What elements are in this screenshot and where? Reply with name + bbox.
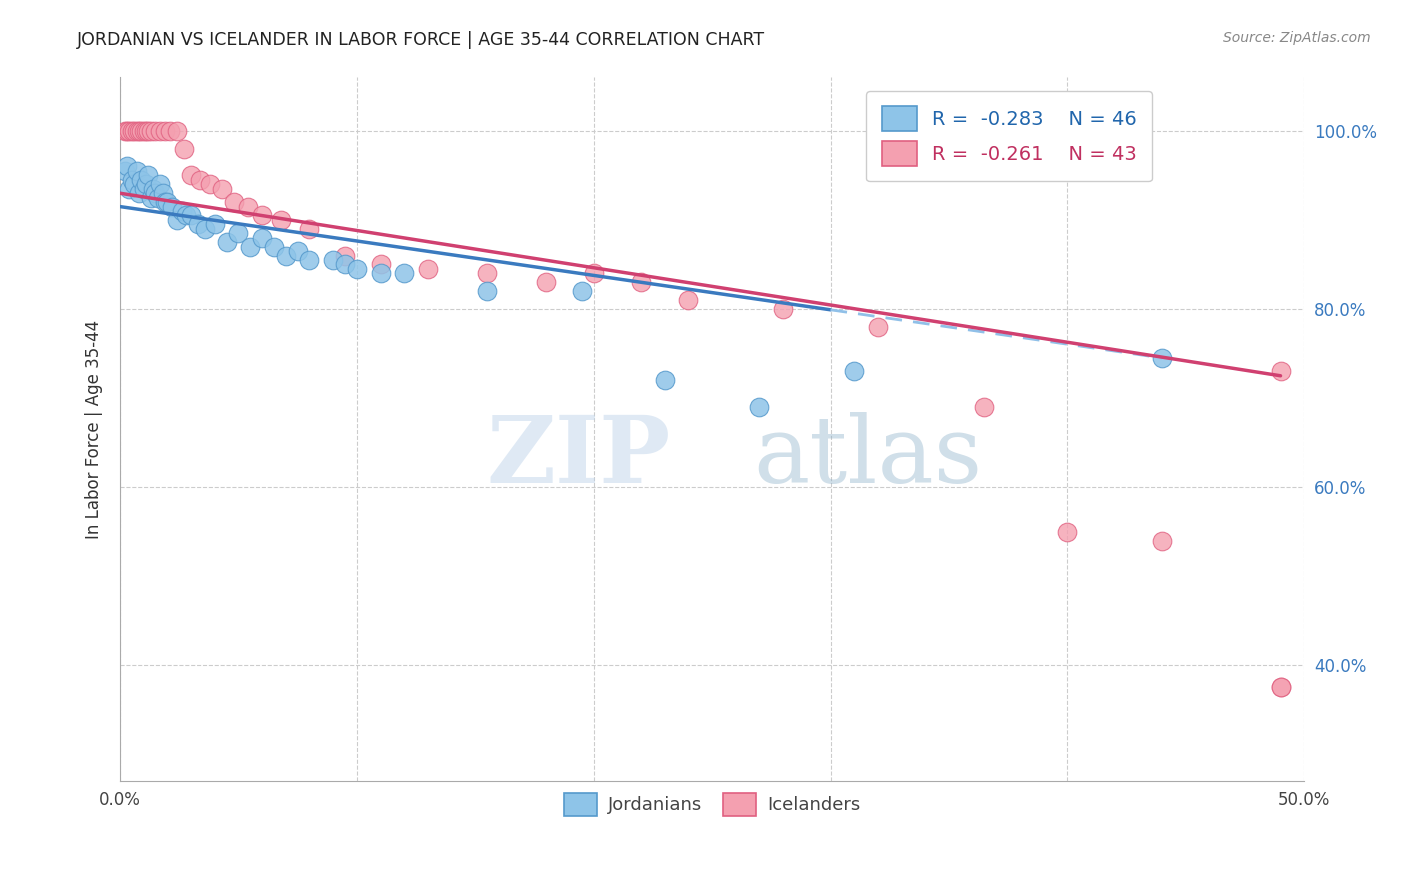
Point: [1152, 351, 1174, 365]
Point: [748, 400, 770, 414]
Point: [115, 124, 138, 138]
Point: [333, 257, 356, 271]
Point: [145, 186, 167, 201]
Point: [322, 252, 344, 267]
Point: [536, 275, 558, 289]
Point: [1270, 681, 1292, 695]
Point: [630, 275, 652, 289]
Point: [475, 266, 498, 280]
Point: [370, 257, 392, 271]
Point: [121, 173, 143, 187]
Point: [149, 178, 172, 192]
Point: [475, 284, 498, 298]
Text: ZIP: ZIP: [486, 412, 671, 502]
Point: [114, 164, 136, 178]
Point: [187, 218, 209, 232]
Point: [153, 124, 176, 138]
Point: [866, 319, 889, 334]
Text: Source: ZipAtlas.com: Source: ZipAtlas.com: [1223, 31, 1371, 45]
Point: [153, 195, 176, 210]
Point: [973, 400, 995, 414]
Point: [198, 178, 221, 192]
Point: [1270, 364, 1292, 378]
Point: [128, 124, 150, 138]
Point: [654, 373, 676, 387]
Point: [250, 231, 273, 245]
Point: [1056, 524, 1078, 539]
Point: [135, 124, 157, 138]
Point: [194, 222, 217, 236]
Point: [204, 218, 226, 232]
Point: [139, 191, 162, 205]
Point: [114, 124, 136, 138]
Y-axis label: In Labor Force | Age 35-44: In Labor Force | Age 35-44: [86, 319, 103, 539]
Legend: Jordanians, Icelanders: Jordanians, Icelanders: [555, 783, 869, 825]
Point: [128, 186, 150, 201]
Point: [129, 124, 152, 138]
Point: [270, 213, 292, 227]
Point: [122, 178, 145, 192]
Point: [333, 248, 356, 262]
Point: [160, 200, 183, 214]
Point: [678, 293, 700, 307]
Point: [416, 261, 439, 276]
Point: [115, 160, 138, 174]
Point: [180, 169, 202, 183]
Point: [844, 364, 866, 378]
Point: [142, 182, 165, 196]
Point: [236, 200, 259, 214]
Point: [298, 222, 321, 236]
Point: [125, 164, 148, 178]
Point: [121, 124, 143, 138]
Point: [190, 173, 212, 187]
Point: [170, 204, 193, 219]
Point: [146, 191, 169, 205]
Point: [138, 169, 160, 183]
Point: [173, 142, 195, 156]
Point: [135, 178, 157, 192]
Point: [263, 240, 285, 254]
Point: [346, 261, 368, 276]
Point: [166, 124, 188, 138]
Point: [152, 186, 174, 201]
Point: [138, 124, 160, 138]
Point: [1270, 681, 1292, 695]
Text: atlas: atlas: [754, 412, 983, 502]
Point: [215, 235, 238, 250]
Point: [287, 244, 309, 259]
Point: [125, 124, 148, 138]
Point: [274, 248, 297, 262]
Point: [239, 240, 262, 254]
Point: [298, 252, 321, 267]
Point: [159, 124, 181, 138]
Point: [149, 124, 172, 138]
Point: [118, 124, 141, 138]
Point: [250, 209, 273, 223]
Point: [122, 124, 145, 138]
Point: [370, 266, 392, 280]
Point: [132, 182, 155, 196]
Text: JORDANIAN VS ICELANDER IN LABOR FORCE | AGE 35-44 CORRELATION CHART: JORDANIAN VS ICELANDER IN LABOR FORCE | …: [77, 31, 765, 49]
Point: [129, 173, 152, 187]
Point: [222, 195, 245, 210]
Point: [582, 266, 605, 280]
Point: [392, 266, 415, 280]
Point: [571, 284, 593, 298]
Point: [174, 209, 197, 223]
Point: [166, 213, 188, 227]
Point: [132, 124, 155, 138]
Point: [1152, 533, 1174, 548]
Point: [139, 124, 162, 138]
Point: [772, 301, 794, 316]
Point: [156, 195, 179, 210]
Point: [211, 182, 233, 196]
Point: [180, 209, 202, 223]
Point: [228, 227, 250, 241]
Point: [118, 182, 141, 196]
Point: [145, 124, 167, 138]
